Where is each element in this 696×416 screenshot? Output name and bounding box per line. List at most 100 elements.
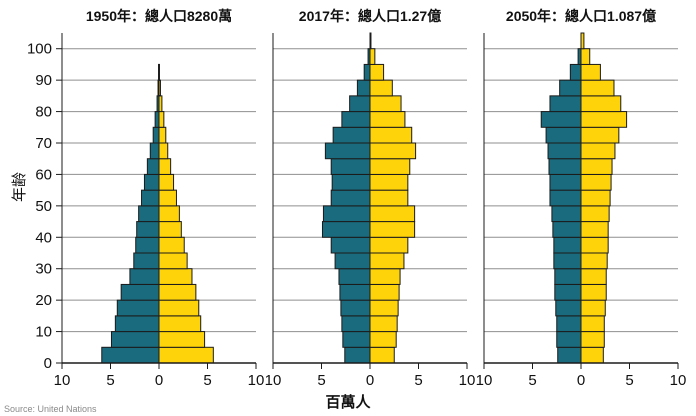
- male-bar: [154, 111, 160, 128]
- male-bar: [330, 158, 371, 175]
- female-bar: [158, 158, 172, 175]
- male-bar: [321, 221, 371, 238]
- labels: 年齢 百萬人 Source: United Nations 0102030405…: [4, 8, 686, 414]
- male-bar: [133, 252, 160, 270]
- bars: [101, 32, 628, 364]
- x-tick-label: 5: [106, 372, 114, 389]
- male-bar: [548, 158, 582, 175]
- male-bar: [143, 173, 160, 191]
- male-bar: [322, 205, 371, 223]
- female-bar: [158, 126, 167, 144]
- female-bar: [369, 173, 409, 191]
- female-bar: [158, 189, 177, 207]
- male-bar: [341, 111, 371, 128]
- male-bar: [556, 315, 582, 333]
- male-bar: [344, 346, 371, 364]
- female-bar: [580, 126, 620, 144]
- y-tick-label: 10: [35, 324, 52, 341]
- female-bar: [369, 158, 411, 175]
- male-bar: [554, 283, 582, 301]
- male-bar: [551, 205, 582, 223]
- female-bar: [580, 283, 607, 301]
- x-tick-label: 10: [670, 372, 687, 389]
- female-bar: [580, 268, 607, 285]
- y-tick-label: 90: [35, 72, 52, 89]
- male-bar: [324, 142, 371, 160]
- female-bar: [369, 346, 395, 364]
- x-tick-label: 5: [317, 372, 325, 389]
- male-bar: [549, 189, 582, 207]
- female-bar: [369, 48, 376, 65]
- female-bar: [369, 331, 397, 348]
- female-bar: [158, 283, 197, 301]
- x-axis-label: 百萬人: [325, 393, 371, 411]
- male-bar: [338, 268, 371, 285]
- female-bar: [580, 331, 605, 348]
- female-bar: [580, 79, 615, 97]
- female-bar: [369, 221, 416, 238]
- panel-title: 2050年：總人口1.087億: [506, 8, 656, 24]
- female-bar: [158, 346, 214, 364]
- male-bar: [553, 252, 582, 270]
- x-tick-label: 0: [577, 372, 585, 389]
- male-bar: [557, 346, 582, 364]
- source-note: Source: United Nations: [4, 404, 97, 414]
- female-bar: [158, 221, 182, 238]
- male-bar: [330, 189, 371, 207]
- female-bar: [580, 252, 608, 270]
- x-tick-label: 0: [366, 372, 374, 389]
- female-bar: [580, 236, 609, 254]
- female-bar: [158, 205, 180, 223]
- x-tick-label: 5: [625, 372, 633, 389]
- male-bar: [540, 111, 582, 128]
- male-bar: [549, 173, 582, 191]
- male-bar: [556, 331, 582, 348]
- female-bar: [369, 236, 409, 254]
- male-bar: [141, 189, 160, 207]
- female-bar: [580, 48, 591, 65]
- x-tick-label: 5: [528, 372, 536, 389]
- female-bar: [158, 111, 165, 128]
- female-bar: [369, 268, 401, 285]
- male-bar: [152, 126, 160, 144]
- female-bar: [158, 268, 193, 285]
- female-bar: [158, 299, 200, 317]
- y-tick-label: 30: [35, 261, 52, 278]
- male-bar: [554, 268, 582, 285]
- female-bar: [369, 126, 413, 144]
- y-tick-label: 60: [35, 166, 52, 183]
- male-bar: [559, 79, 582, 97]
- female-bar: [580, 111, 628, 128]
- female-bar: [369, 95, 402, 113]
- y-axis-label: 年齢: [11, 172, 28, 202]
- male-bar: [339, 283, 371, 301]
- female-bar: [369, 32, 372, 50]
- male-bar: [135, 236, 160, 254]
- female-bar: [369, 252, 405, 270]
- male-bar: [136, 221, 160, 238]
- male-bar: [149, 142, 160, 160]
- female-bar: [369, 315, 398, 333]
- male-bar: [138, 205, 160, 223]
- female-bar: [158, 95, 163, 113]
- y-tick-label: 100: [27, 41, 52, 58]
- panel-title: 1950年：總人口8280萬: [86, 8, 232, 24]
- female-bar: [369, 63, 385, 81]
- male-bar: [341, 315, 371, 333]
- male-bar: [330, 236, 371, 254]
- x-tick-label: 5: [414, 372, 422, 389]
- male-bar: [129, 268, 160, 285]
- female-bar: [369, 299, 399, 317]
- female-bar: [158, 331, 206, 348]
- female-bar: [580, 221, 609, 238]
- female-bar: [369, 111, 406, 128]
- female-bar: [580, 32, 585, 50]
- female-bar: [580, 346, 604, 364]
- female-bar: [580, 173, 612, 191]
- female-bar: [580, 95, 622, 113]
- x-tick-label: 10: [459, 372, 476, 389]
- x-tick-label: 10: [54, 372, 71, 389]
- female-bar: [580, 205, 610, 223]
- axes: [56, 33, 679, 369]
- female-bar: [369, 189, 409, 207]
